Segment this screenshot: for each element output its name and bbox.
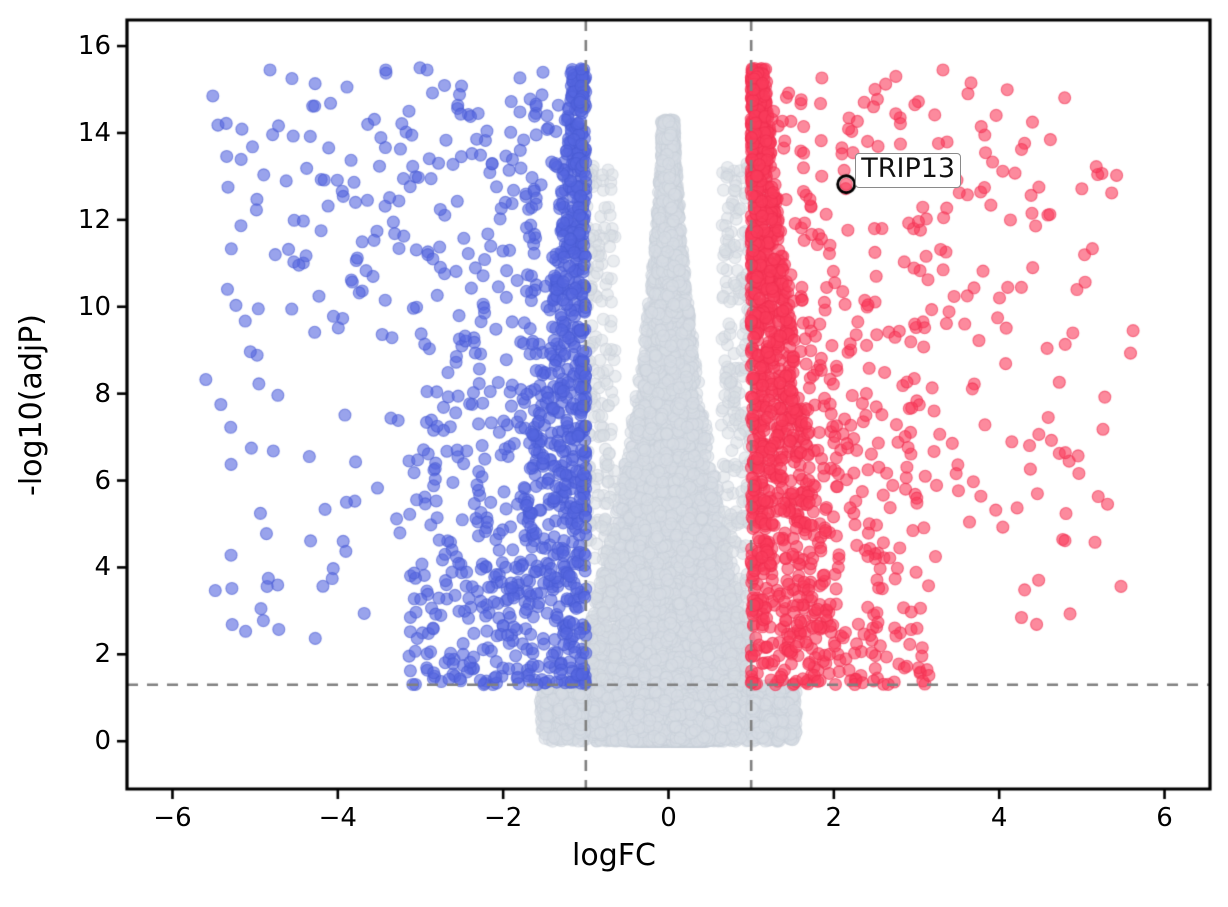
y-tick-label: 8	[94, 378, 111, 409]
y-tick-label: 0	[94, 726, 111, 757]
y-tick-label: 2	[94, 639, 111, 670]
x-tick-label: 0	[660, 803, 677, 833]
x-tick-label: 4	[990, 803, 1008, 833]
y-axis-label-text: -log10(adjP)	[14, 314, 49, 496]
x-tick-label: −6	[153, 803, 192, 833]
y-tick-label: 6	[94, 465, 111, 496]
x-tick-label: 6	[1156, 803, 1173, 833]
annotation-label-trip13: TRIP13	[855, 153, 962, 188]
y-tick-label: 4	[94, 552, 111, 583]
x-tick-label: −2	[483, 803, 523, 833]
x-tick-label: −4	[318, 803, 357, 833]
y-tick-label: 10	[77, 291, 111, 322]
x-tick-label: 2	[825, 803, 843, 833]
y-tick-label: 12	[77, 204, 111, 235]
y-axis-label: -log10(adjP)	[14, 314, 196, 496]
y-tick-label: 16	[77, 31, 111, 62]
x-axis-label: logFC	[572, 838, 656, 873]
y-tick-label: 14	[77, 117, 111, 148]
